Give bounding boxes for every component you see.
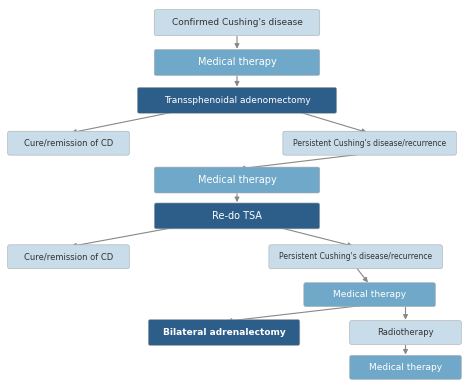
Text: Bilateral adrenalectomy: Bilateral adrenalectomy [163, 328, 285, 337]
Text: Medical therapy: Medical therapy [198, 175, 276, 185]
FancyBboxPatch shape [154, 10, 320, 36]
Text: Medical therapy: Medical therapy [198, 58, 276, 68]
FancyBboxPatch shape [154, 49, 320, 75]
Text: Medical therapy: Medical therapy [369, 363, 442, 372]
Text: Re-do TSA: Re-do TSA [212, 211, 262, 221]
FancyBboxPatch shape [350, 356, 461, 379]
Text: Cure/remission of CD: Cure/remission of CD [24, 252, 113, 261]
FancyBboxPatch shape [154, 167, 320, 193]
FancyBboxPatch shape [269, 245, 442, 269]
FancyBboxPatch shape [137, 87, 337, 113]
Text: Transsphenoidal adenomectomy: Transsphenoidal adenomectomy [164, 96, 310, 105]
FancyBboxPatch shape [8, 245, 129, 269]
FancyBboxPatch shape [283, 131, 456, 155]
Text: Persistent Cushing's disease/recurrence: Persistent Cushing's disease/recurrence [293, 139, 446, 148]
FancyBboxPatch shape [8, 131, 129, 155]
Text: Cure/remission of CD: Cure/remission of CD [24, 139, 113, 148]
FancyBboxPatch shape [304, 283, 436, 306]
Text: Radiotherapy: Radiotherapy [377, 328, 434, 337]
Text: Medical therapy: Medical therapy [333, 290, 406, 299]
Text: Persistent Cushing's disease/recurrence: Persistent Cushing's disease/recurrence [279, 252, 432, 261]
FancyBboxPatch shape [148, 320, 300, 345]
FancyBboxPatch shape [154, 203, 320, 229]
FancyBboxPatch shape [350, 320, 461, 344]
Text: Confirmed Cushing's disease: Confirmed Cushing's disease [172, 18, 302, 27]
